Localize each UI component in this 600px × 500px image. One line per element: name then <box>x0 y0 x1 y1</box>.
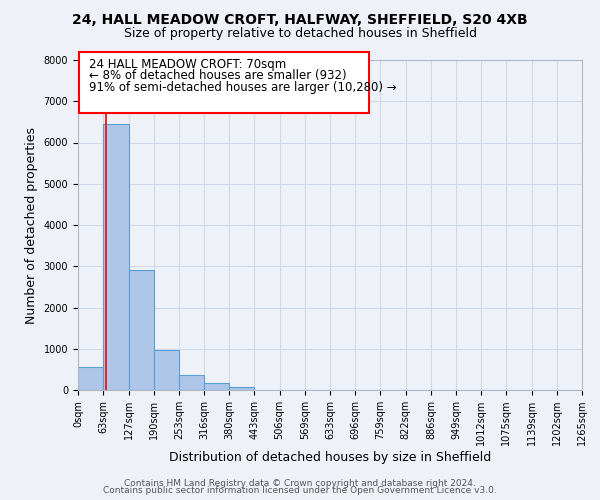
Text: Contains HM Land Registry data © Crown copyright and database right 2024.: Contains HM Land Registry data © Crown c… <box>124 478 476 488</box>
Text: ← 8% of detached houses are smaller (932): ← 8% of detached houses are smaller (932… <box>89 69 347 82</box>
X-axis label: Distribution of detached houses by size in Sheffield: Distribution of detached houses by size … <box>169 451 491 464</box>
Bar <box>128 270 154 390</box>
Text: Size of property relative to detached houses in Sheffield: Size of property relative to detached ho… <box>124 28 476 40</box>
Bar <box>204 384 229 390</box>
Bar <box>154 350 179 390</box>
Bar <box>103 124 128 390</box>
Bar <box>179 375 204 390</box>
Text: Contains public sector information licensed under the Open Government Licence v3: Contains public sector information licen… <box>103 486 497 495</box>
Bar <box>78 368 103 390</box>
Bar <box>229 386 254 390</box>
Y-axis label: Number of detached properties: Number of detached properties <box>25 126 38 324</box>
FancyBboxPatch shape <box>79 52 369 113</box>
Text: 24, HALL MEADOW CROFT, HALFWAY, SHEFFIELD, S20 4XB: 24, HALL MEADOW CROFT, HALFWAY, SHEFFIEL… <box>72 12 528 26</box>
Text: 91% of semi-detached houses are larger (10,280) →: 91% of semi-detached houses are larger (… <box>89 80 397 94</box>
Text: 24 HALL MEADOW CROFT: 70sqm: 24 HALL MEADOW CROFT: 70sqm <box>89 58 286 70</box>
